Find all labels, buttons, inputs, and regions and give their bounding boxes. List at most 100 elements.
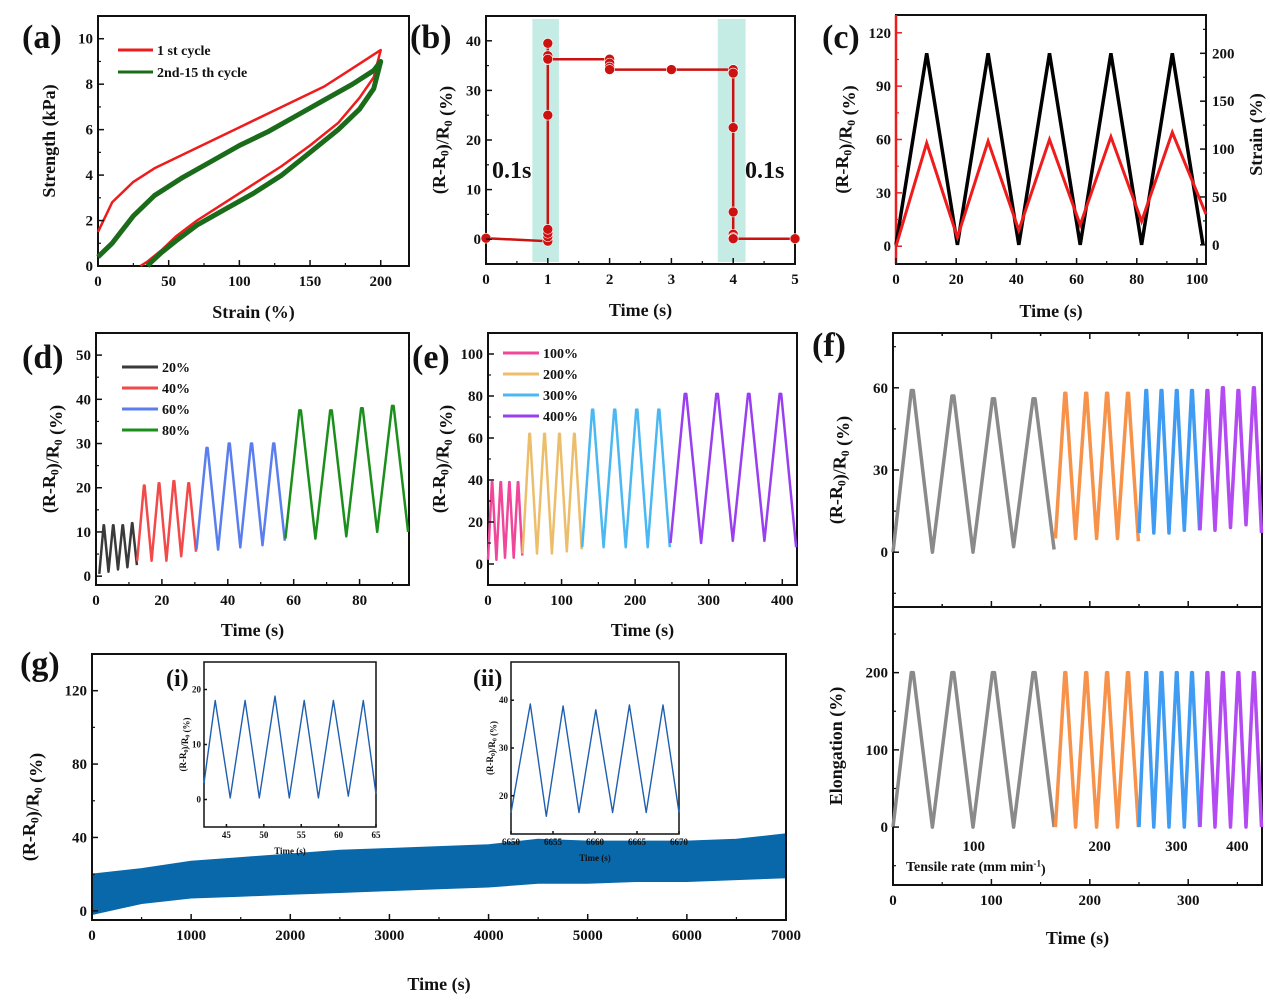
x-tick-label: 60: [334, 830, 344, 840]
series-line-2: [135, 479, 198, 562]
panel-label: (c): [822, 19, 860, 56]
y-axis-label: (R-R0)/R0 (%): [826, 416, 854, 524]
data-point: [542, 37, 554, 49]
legend-label: 2nd-15 th cycle: [157, 66, 247, 81]
y-tick-label: 30: [873, 463, 888, 479]
legend-label: 300%: [543, 389, 578, 404]
panel-label: (b): [410, 19, 452, 56]
x-axis-label: Time (s): [221, 620, 284, 641]
y-axis-label: (R-R0)/R0 (%): [429, 86, 457, 194]
y-tick-label: 6: [86, 123, 94, 139]
inset-series-line: [203, 695, 377, 799]
y-tick-label: 40: [468, 473, 483, 489]
y-tick-label: 20: [466, 133, 481, 149]
x-tick-label: 0: [94, 274, 102, 290]
panel-label: (a): [22, 19, 62, 56]
x-tick-label: 2000: [275, 928, 305, 944]
panel-b: 0 1 2 3 4 5 0 10 20 30 40 Time (s) (R-R0)/R0 (%) 0.1s…: [410, 15, 801, 321]
data-point: [480, 232, 492, 244]
y-axis-label: (R-R0)/R0 (%): [19, 753, 47, 861]
data-point: [542, 53, 554, 65]
panel-label: (f): [812, 327, 846, 364]
x-tick-label: 4: [729, 272, 737, 288]
y2-tick-label: 200: [1212, 46, 1235, 62]
y-tick-label: 60: [876, 133, 891, 149]
x-tick-label: 50: [161, 274, 176, 290]
x-tick-label: 0: [92, 593, 100, 609]
panel-a: 0 50 100 150 200 0 2 4 6 8 10 Strain (%) Strength (k…: [22, 15, 410, 323]
x-tick-label: 40: [1009, 272, 1024, 288]
x-axis-label: Time (s): [609, 300, 672, 321]
plot-frame: [892, 606, 1263, 886]
series-line-3: [195, 442, 287, 551]
y-tick-label: 80: [72, 757, 87, 773]
y2-tick-label: 150: [1212, 94, 1235, 110]
x-tick-label: 5000: [573, 928, 603, 944]
data-point: [604, 64, 615, 75]
panel-d: 0 20 40 60 80 0 10 20 30 40 50 Time (s) (R-R0)/R0 (%…: [22, 332, 410, 641]
y-tick-label: 20: [499, 791, 509, 801]
y-tick-label: 40: [76, 392, 91, 408]
x-tick-label: 0: [889, 893, 897, 909]
y-axis-label: Elongation (%): [826, 687, 847, 806]
data-point: [542, 109, 554, 121]
y-tick-label: 20: [192, 685, 202, 695]
y-tick-label: 60: [468, 431, 483, 447]
series-line-3: [580, 408, 672, 549]
x-tick-label: 6665: [628, 837, 647, 847]
x-axis-label: Strain (%): [212, 302, 295, 323]
y-tick-label: 30: [466, 83, 481, 99]
y-tick-label: 0: [474, 232, 482, 248]
legend-label: 200%: [543, 368, 578, 383]
y-tick-label: 50: [76, 348, 91, 364]
y-tick-label: 100: [866, 743, 889, 759]
y-axis-label-right: Strain (%): [1246, 93, 1267, 176]
x-tick-label: 200: [369, 274, 392, 290]
inset-x-axis-label: Time (s): [579, 853, 611, 863]
series-line-strain: [894, 53, 1205, 246]
data-point: [727, 122, 739, 133]
x-axis-label: Time (s): [407, 974, 470, 995]
series-line-1: [891, 670, 1056, 829]
x-tick-label: 0: [88, 928, 96, 944]
y-tick-label: 20: [468, 515, 483, 531]
x-tick-label: 100: [980, 893, 1003, 909]
y-tick-label: 0: [197, 795, 202, 805]
x-tick-label: 6000: [672, 928, 702, 944]
y2-tick-label: 50: [1212, 190, 1227, 206]
plot-frame: [892, 332, 1263, 608]
x-tick-label: 2: [606, 272, 614, 288]
y-tick-label: 90: [876, 79, 891, 95]
x-tick-label: 1: [544, 272, 552, 288]
legend-label: 400%: [543, 410, 578, 425]
data-point: [789, 233, 801, 245]
y-tick-label: 10: [466, 183, 481, 199]
series-line-2: [521, 432, 583, 555]
inset-1: 45 50 55 60 65 0 10 20 Time (s) (R-R0)/R0 (%) (i): [166, 661, 381, 856]
series-line-cycles-2-15: [96, 59, 384, 268]
series-line-3: [1137, 388, 1202, 535]
rate-value-label: 100: [962, 839, 985, 855]
y-tick-label: 0: [884, 239, 892, 255]
inset-y-axis-label: (R-R0)/R0 (%): [178, 717, 192, 771]
legend-label: 40%: [162, 382, 190, 397]
x-tick-label: 0: [484, 593, 492, 609]
x-tick-label: 300: [1177, 893, 1200, 909]
x-tick-label: 150: [299, 274, 322, 290]
panel-label: (d): [22, 339, 64, 376]
inset-frame: [203, 661, 377, 828]
y-tick-label: 40: [499, 695, 509, 705]
y-tick-label: 10: [78, 32, 93, 48]
y-tick-label: 40: [72, 830, 87, 846]
x-tick-label: 400: [771, 593, 794, 609]
panel-e: 0 100 200 300 400 0 20 40 60 80 100 Time (s) (R-R0)/…: [412, 332, 798, 641]
y-tick-label: 120: [65, 684, 88, 700]
y2-tick-label: 100: [1212, 142, 1235, 158]
y-tick-label: 0: [80, 904, 88, 920]
y-tick-label: 10: [76, 525, 91, 541]
data-point: [727, 67, 739, 79]
legend-label: 80%: [162, 424, 190, 439]
x-tick-label: 40: [220, 593, 235, 609]
y-tick-label: 10: [192, 740, 202, 750]
inset-frame: [510, 661, 680, 835]
